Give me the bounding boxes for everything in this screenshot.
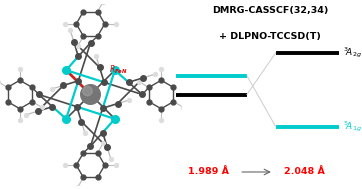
Text: $R_{\mathregular{FeN}}$: $R_{\mathregular{FeN}}$ (109, 63, 129, 76)
Text: 2.048 Å: 2.048 Å (284, 167, 325, 177)
Text: 1.989 Å: 1.989 Å (188, 167, 229, 177)
Text: $^5\!A_{1g}$: $^5\!A_{1g}$ (343, 119, 362, 134)
Text: DMRG-CASSCF(32,34): DMRG-CASSCF(32,34) (212, 6, 328, 15)
Text: + DLPNO-TCCSD(T): + DLPNO-TCCSD(T) (219, 32, 321, 41)
Circle shape (83, 86, 92, 96)
Circle shape (81, 85, 100, 104)
Text: $^3\!A_{2g}$: $^3\!A_{2g}$ (343, 46, 362, 60)
